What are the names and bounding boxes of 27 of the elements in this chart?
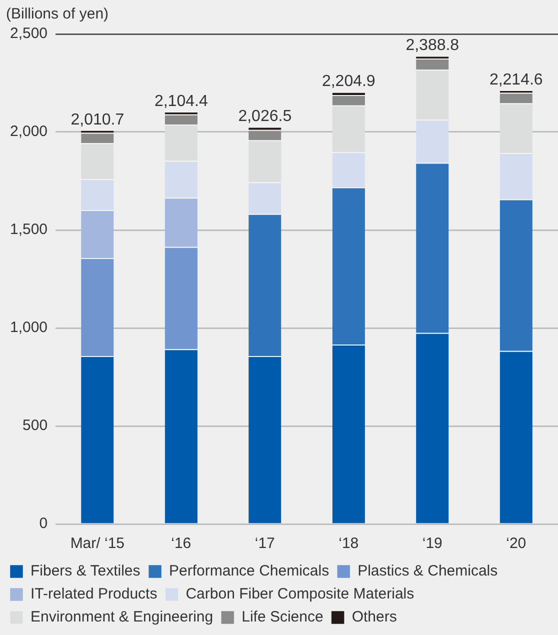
y-axis-title: (Billions of yen) — [6, 6, 109, 23]
y-tick-label: 1,500 — [10, 221, 48, 238]
total-label: 2,204.9 — [322, 73, 376, 90]
legend-label: Carbon Fiber Composite Materials — [186, 586, 414, 603]
total-label: 2,388.8 — [406, 37, 460, 54]
x-tick-label: Mar/ ‘15 — [70, 535, 124, 552]
y-tick-label: 500 — [22, 417, 48, 434]
x-tick-label: ‘20 — [506, 535, 526, 552]
legend-label: Fibers & Textiles — [30, 562, 140, 580]
total-label: 2,214.6 — [489, 71, 543, 88]
legend-label: Plastics & Chemicals — [358, 562, 498, 580]
y-tick-label: 2,000 — [10, 123, 48, 140]
legend-label: Performance Chemicals — [169, 562, 330, 580]
x-tick-label: ‘17 — [254, 535, 275, 552]
total-label: 2,026.5 — [238, 108, 292, 126]
x-tick-label: ‘16 — [171, 535, 192, 552]
x-tick-label: ‘19 — [422, 535, 442, 552]
legend-label: Life Science — [242, 608, 324, 626]
y-tick-label: 1,000 — [10, 319, 48, 336]
total-label: 2,104.4 — [154, 92, 208, 110]
legend-label: Others — [352, 608, 397, 626]
y-tick-label: 2,500 — [10, 25, 48, 42]
legend-label: IT-related Products — [30, 586, 158, 603]
x-tick-label: ‘18 — [338, 535, 359, 552]
legend-label: Environment & Engineering — [30, 608, 214, 626]
y-tick-label: 0 — [39, 515, 48, 532]
total-label: 2,010.7 — [70, 111, 124, 128]
